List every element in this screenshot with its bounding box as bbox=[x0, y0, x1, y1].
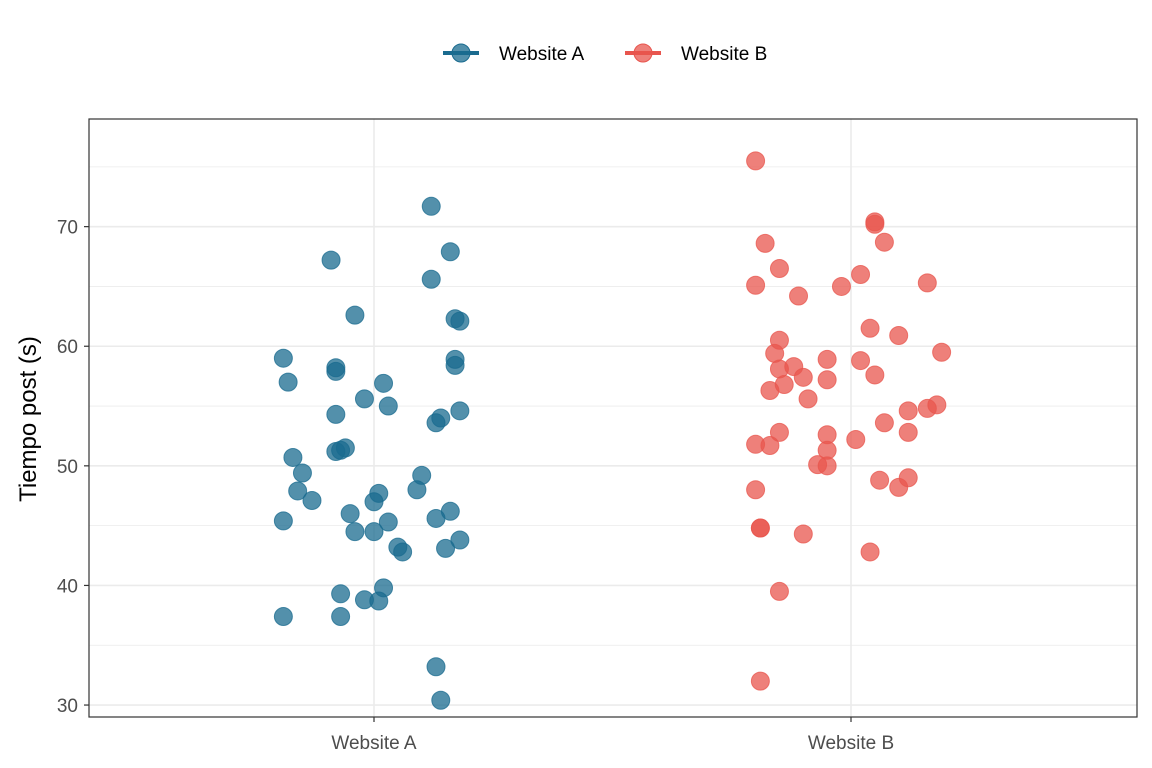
data-point bbox=[798, 389, 818, 409]
data-point bbox=[746, 480, 766, 500]
x-tick-label: Website B bbox=[808, 733, 894, 754]
data-point bbox=[288, 481, 308, 501]
data-point bbox=[331, 440, 351, 460]
data-point bbox=[340, 504, 360, 524]
data-point bbox=[889, 325, 909, 345]
x-axis: Website A Website B bbox=[331, 717, 894, 754]
data-point bbox=[436, 538, 456, 558]
data-point bbox=[283, 447, 303, 467]
y-tick-label: 60 bbox=[57, 337, 78, 358]
y-tick-label: 70 bbox=[57, 218, 78, 239]
data-point bbox=[326, 361, 346, 381]
data-point bbox=[817, 349, 837, 369]
data-point bbox=[817, 370, 837, 390]
data-point bbox=[273, 348, 293, 368]
y-axis: 30 40 50 60 70 bbox=[57, 218, 89, 717]
data-point bbox=[865, 212, 885, 232]
data-point bbox=[321, 250, 341, 270]
data-point bbox=[846, 430, 866, 450]
data-point bbox=[927, 395, 947, 415]
data-point bbox=[445, 355, 465, 375]
data-point bbox=[374, 373, 394, 393]
data-point bbox=[331, 584, 351, 604]
data-point bbox=[898, 422, 918, 442]
data-point bbox=[393, 542, 413, 562]
data-points bbox=[273, 151, 952, 710]
legend-key-point-website-b bbox=[633, 43, 653, 63]
data-point bbox=[302, 491, 322, 511]
legend-item-website-b: Website B bbox=[625, 43, 767, 65]
data-point bbox=[870, 470, 890, 490]
legend-label-website-b: Website B bbox=[681, 44, 767, 65]
data-point bbox=[746, 275, 766, 295]
data-point bbox=[874, 413, 894, 433]
data-point bbox=[793, 524, 813, 544]
data-point bbox=[440, 242, 460, 262]
data-point bbox=[831, 276, 851, 296]
y-axis-title: Tiempo post (s) bbox=[15, 336, 42, 502]
data-point bbox=[769, 259, 789, 278]
data-point bbox=[898, 468, 918, 488]
data-point bbox=[369, 591, 389, 611]
data-point bbox=[760, 436, 780, 456]
data-point bbox=[793, 367, 813, 387]
legend-key-point-website-a bbox=[451, 43, 471, 63]
data-point bbox=[450, 401, 470, 421]
data-point bbox=[860, 542, 880, 562]
x-tick-label: Website A bbox=[331, 733, 417, 754]
data-point bbox=[874, 232, 894, 252]
data-point bbox=[450, 311, 470, 331]
data-point bbox=[865, 365, 885, 385]
data-point bbox=[932, 342, 952, 362]
data-point bbox=[407, 480, 427, 500]
data-point bbox=[789, 286, 809, 306]
data-point bbox=[345, 305, 365, 325]
data-point bbox=[750, 518, 770, 538]
data-point bbox=[750, 671, 770, 691]
data-point bbox=[851, 264, 871, 284]
legend: Website A Website B bbox=[443, 43, 767, 65]
data-point bbox=[769, 581, 789, 601]
data-point bbox=[774, 375, 794, 395]
data-point bbox=[426, 508, 446, 528]
data-point bbox=[860, 318, 880, 338]
data-point bbox=[354, 389, 374, 409]
data-point bbox=[421, 196, 441, 216]
data-point bbox=[278, 372, 298, 392]
data-point bbox=[326, 404, 346, 424]
data-point bbox=[817, 456, 837, 476]
plot-panel-border bbox=[88, 118, 1138, 718]
data-point bbox=[426, 413, 446, 433]
y-tick-label: 30 bbox=[57, 696, 78, 717]
data-point bbox=[273, 511, 293, 531]
gridlines bbox=[89, 119, 1137, 717]
data-point bbox=[273, 607, 293, 627]
data-point bbox=[426, 657, 446, 677]
data-point bbox=[746, 151, 766, 171]
plot-panel bbox=[89, 119, 1137, 717]
data-point bbox=[378, 512, 398, 532]
data-point bbox=[364, 492, 384, 512]
data-point bbox=[851, 351, 871, 371]
legend-item-website-a: Website A bbox=[443, 43, 585, 65]
data-point bbox=[421, 269, 441, 289]
data-point bbox=[292, 463, 312, 483]
data-point bbox=[364, 522, 384, 542]
data-point bbox=[378, 396, 398, 416]
y-tick-label: 50 bbox=[57, 457, 78, 478]
data-point bbox=[431, 690, 451, 710]
data-point bbox=[331, 607, 351, 627]
data-point bbox=[769, 422, 789, 442]
legend-label-website-a: Website A bbox=[499, 44, 585, 65]
data-point bbox=[755, 233, 775, 253]
data-point bbox=[345, 522, 365, 542]
y-tick-label: 40 bbox=[57, 576, 78, 597]
data-point bbox=[450, 530, 470, 550]
data-point bbox=[917, 273, 937, 293]
data-point bbox=[898, 401, 918, 421]
